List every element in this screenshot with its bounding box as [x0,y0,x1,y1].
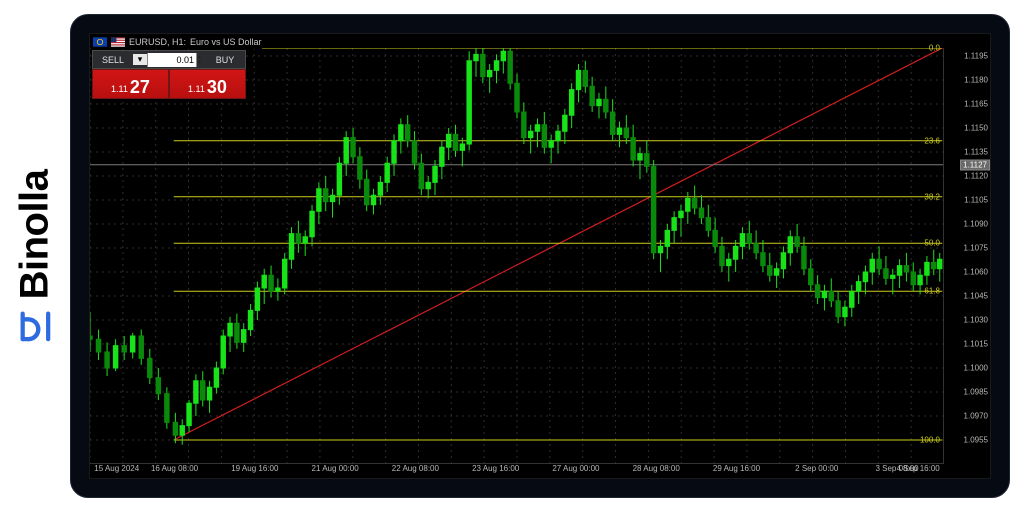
x-axis: 15 Aug 2024 16 Aug 08:00 19 Aug 16:00 21 Au… [90,463,944,478]
chart-title-bar: EURUSD, H1: Euro vs US Dollar [91,35,262,49]
y-axis-label: 1.0985 [964,388,988,397]
qty-stepper[interactable]: ▲▼ [197,54,205,66]
brand: Binolla [13,169,58,343]
x-axis-label: 2 Sep 00:00 [795,464,838,473]
fib-level-label: 23.6 [924,136,940,145]
y-axis-label: 1.1075 [964,244,988,253]
y-axis: 1.1195 1.1180 1.1165 1.1150 1.1135 1.1120 1.11… [943,48,990,464]
y-axis-label: 1.1150 [964,124,988,133]
y-axis-label: 1.1090 [964,220,988,229]
fib-level-label: 100.0 [920,436,940,445]
y-axis-label: 1.1030 [964,316,988,325]
fib-level-label: 50.0 [924,239,940,248]
y-axis-label: 1.1120 [964,172,988,181]
buy-price-prefix: 1.11 [188,84,205,94]
x-axis-label: 27 Aug 00:00 [552,464,599,473]
brand-sidebar: Binolla [4,0,66,512]
fib-level-label: 61.8 [924,287,940,296]
y-axis-label: 1.1105 [964,195,988,204]
sell-price-main: 27 [130,78,150,96]
sell-button[interactable]: 1.11 27 [92,69,169,99]
y-axis-label: 1.1165 [964,100,988,109]
fib-level-label: 38.2 [924,192,940,201]
current-price-tag: 1.1127 [960,159,990,170]
fib-level-label: 0.0 [929,44,940,53]
x-axis-label: 28 Aug 08:00 [633,464,680,473]
buy-price-main: 30 [207,78,227,96]
sell-price-prefix: 1.11 [111,84,128,94]
x-axis-label: 23 Aug 16:00 [472,464,519,473]
x-axis-label: 15 Aug 2024 [94,464,139,473]
qty-value: 0.01 [176,55,194,65]
chart-symbol: EURUSD, H1: [129,37,186,47]
x-axis-label: 29 Aug 16:00 [713,464,760,473]
qty-input[interactable]: 0.01 [147,53,197,67]
chart-description: Euro vs US Dollar [190,37,262,47]
chart-panel: EURUSD, H1: Euro vs US Dollar SELL ▾ 0.0… [70,14,1010,498]
x-axis-label: 22 Aug 08:00 [392,464,439,473]
y-axis-label: 1.1060 [964,268,988,277]
y-axis-label: 1.0955 [964,436,988,445]
y-axis-label: 1.1180 [964,76,988,85]
brand-logo-icon [18,309,52,343]
y-axis-label: 1.0970 [964,412,988,421]
ticket-header: SELL ▾ 0.01 ▲▼ BUY [92,50,246,69]
us-flag-icon [111,37,125,47]
y-axis-label: 1.1015 [964,340,988,349]
brand-text: Binolla [13,169,58,299]
y-axis-label: 1.1135 [964,148,988,157]
sell-label: SELL [93,55,133,65]
plot-area[interactable]: 0.023.638.250.061.8100.0 [90,48,944,464]
y-axis-label: 1.1195 [964,52,988,61]
plot-svg [90,48,944,464]
y-axis-label: 1.1000 [964,364,988,373]
eu-flag-icon [93,37,107,47]
x-axis-label: 4 Sep 16:00 [897,464,940,473]
x-axis-label: 16 Aug 08:00 [151,464,198,473]
ticket-dropdown[interactable]: ▾ [133,54,147,65]
chart-area[interactable]: EURUSD, H1: Euro vs US Dollar SELL ▾ 0.0… [89,33,991,479]
y-axis-label: 1.1045 [964,292,988,301]
order-ticket: SELL ▾ 0.01 ▲▼ BUY 1.11 27 1.11 30 [92,50,246,97]
x-axis-label: 21 Aug 00:00 [312,464,359,473]
buy-label: BUY [205,55,245,65]
page: Binolla EURUSD, H1: Euro vs US Dollar SE… [0,0,1024,512]
x-axis-label: 19 Aug 16:00 [231,464,278,473]
buy-button[interactable]: 1.11 30 [169,69,246,99]
